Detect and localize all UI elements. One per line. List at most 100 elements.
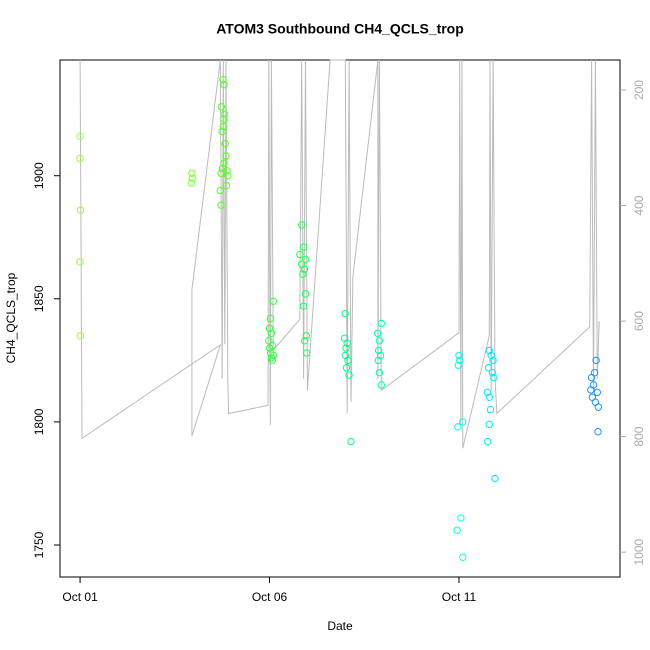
point [269,351,278,360]
point [222,152,230,160]
point [300,265,309,273]
point [459,553,467,562]
point [484,437,492,446]
y2-tick-label: 800 [632,426,646,446]
point [454,361,462,369]
y-tick-label: 1800 [32,408,46,435]
point [265,324,274,333]
point [301,290,310,298]
plot-box [59,59,621,578]
point [187,179,196,187]
point [374,346,383,355]
point [373,329,382,337]
point [222,181,231,190]
point [454,423,462,431]
point [345,371,353,379]
point [188,174,196,182]
point [587,373,596,382]
point [218,164,227,173]
point [347,437,355,446]
point [76,154,84,163]
point [374,356,382,365]
x-tick-label: Oct 01 [62,590,98,604]
point [76,258,84,266]
point [342,364,351,372]
point [220,115,228,123]
point [299,302,308,310]
point [594,403,603,411]
point [299,243,308,251]
point [301,255,310,264]
point [456,356,464,365]
point [487,351,495,360]
point [267,329,276,337]
point [220,159,228,168]
y2-tick-label: 1000 [632,538,646,565]
point [485,420,493,429]
y-tick-label: 1750 [32,531,46,558]
point [221,110,229,118]
point [265,344,274,352]
point [266,314,274,323]
point [375,368,384,377]
y2-tick-label: 400 [632,195,646,215]
point [268,356,276,365]
point [491,474,499,483]
point [217,201,225,209]
y2-tick-label: 600 [632,311,646,331]
point [76,206,85,214]
point [489,356,497,365]
point [223,167,231,175]
point [269,297,278,305]
point [485,346,493,355]
point [219,75,227,84]
point [76,332,85,340]
point [221,140,229,148]
point [587,386,595,394]
chart-title: ATOM3 Southbound CH4_QCLS_trop [216,21,464,37]
point [302,332,310,340]
point [299,270,307,278]
point [455,351,463,360]
y-axis-label: CH4_QCLS_trop [4,272,18,363]
point [217,103,226,111]
point [344,356,352,365]
point [490,373,498,382]
point [341,309,350,318]
point [484,364,493,372]
point [483,388,492,397]
point [593,388,601,397]
point [224,172,232,180]
point [488,368,497,377]
point [485,393,493,401]
point [219,122,228,131]
x-tick-label: Oct 06 [252,590,288,604]
point [453,526,461,534]
point [457,514,465,522]
point [216,186,224,195]
point [265,336,273,345]
y2-tick-label: 200 [632,80,646,100]
point [218,127,226,136]
y-tick-label: 1900 [32,162,46,189]
point [298,221,306,229]
point [343,339,351,347]
point [76,132,84,141]
point [296,250,304,259]
point [220,80,228,89]
point [486,405,495,414]
x-tick-label: Oct 11 [442,590,477,604]
point [377,381,385,389]
y-tick-label: 1850 [32,285,46,312]
altitude-line [79,59,600,449]
point [375,336,384,345]
point [217,169,225,177]
point [594,428,602,436]
point [301,336,309,345]
point [377,319,385,328]
point [302,349,311,357]
point [592,356,600,365]
x-axis-label: Date [327,619,353,633]
point [342,344,350,352]
